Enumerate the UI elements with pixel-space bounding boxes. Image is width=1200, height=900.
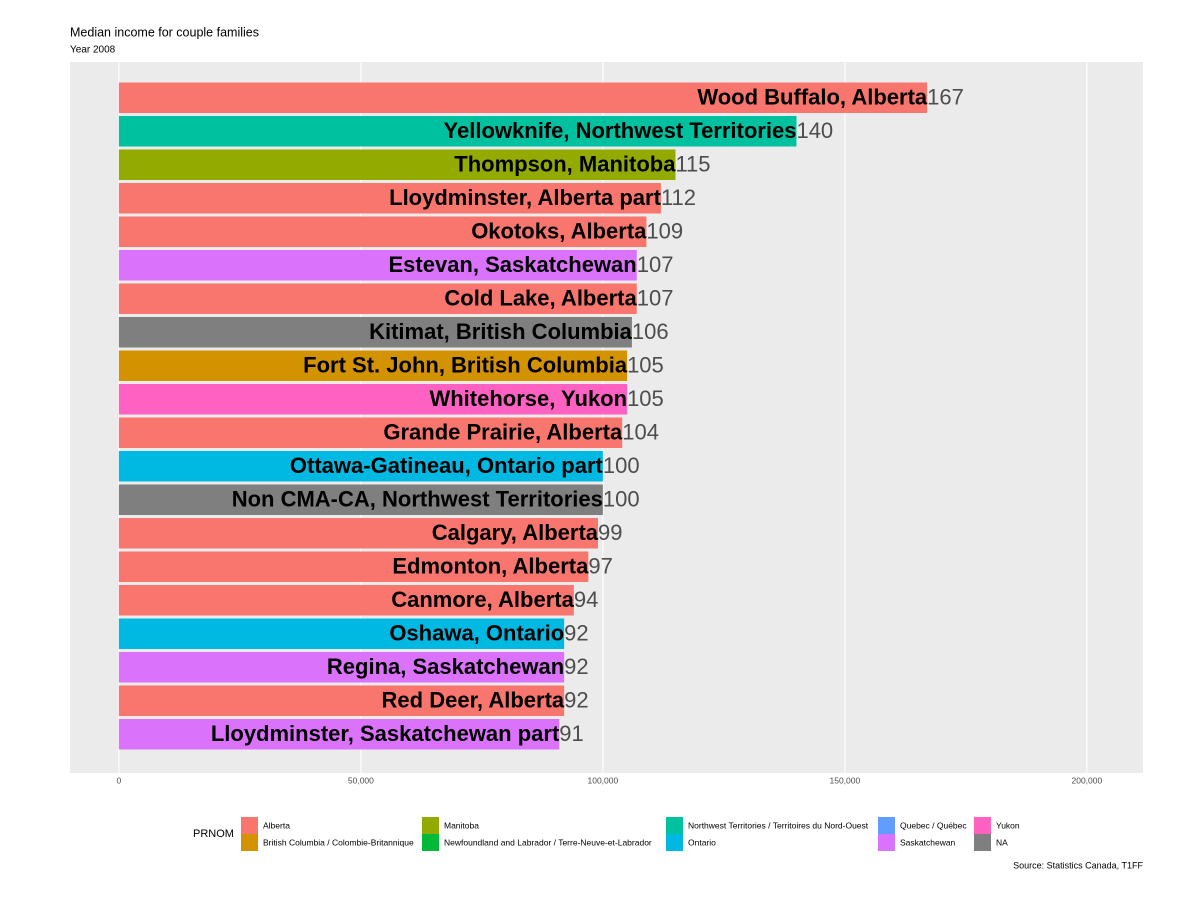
legend-label: Northwest Territories / Territoires du N… <box>688 820 869 830</box>
legend-label: Newfoundland and Labrador / Terre-Neuve-… <box>444 837 652 847</box>
bar <box>118 551 589 582</box>
chart-subtitle: Year 2008 <box>70 45 116 56</box>
bar <box>118 250 637 281</box>
value-label: 91 <box>559 721 583 746</box>
bar-category-label: Kitimat, British Columbia <box>369 319 633 344</box>
bar-category-label: Estevan, Saskatchewan <box>388 252 636 277</box>
legend-title: PRNOM <box>193 828 234 840</box>
bar-category-label: Oshawa, Ontario <box>389 621 564 646</box>
bar <box>118 216 647 247</box>
value-label: 105 <box>627 353 664 378</box>
bar <box>118 618 565 649</box>
bar <box>118 350 628 381</box>
x-tick-label: 0 <box>117 775 122 785</box>
value-label: 94 <box>574 587 598 612</box>
bar-category-label: Grande Prairie, Alberta <box>383 420 623 445</box>
legend-key <box>878 817 895 834</box>
bar <box>118 417 623 448</box>
x-tick-label: 50,000 <box>348 775 374 785</box>
caption: Source: Statistics Canada, T1FF <box>1013 860 1143 870</box>
x-tick-label: 200,000 <box>1071 775 1102 785</box>
bar <box>118 484 603 515</box>
legend-label: Manitoba <box>444 820 479 830</box>
legend-key <box>974 834 991 851</box>
bar <box>118 451 603 482</box>
legend-key <box>241 817 258 834</box>
value-label: 105 <box>627 386 664 411</box>
bar <box>118 183 661 214</box>
bar <box>118 283 637 314</box>
value-label: 92 <box>564 621 588 646</box>
bar <box>118 518 599 549</box>
bar-category-label: Red Deer, Alberta <box>382 688 565 713</box>
value-label: 106 <box>632 319 669 344</box>
value-label: 109 <box>646 219 683 244</box>
value-label: 100 <box>603 453 640 478</box>
value-label: 167 <box>927 85 964 110</box>
value-label: 92 <box>564 654 588 679</box>
x-tick-label: 100,000 <box>588 775 619 785</box>
legend-key <box>878 834 895 851</box>
bar-category-label: Lloydminster, Alberta part <box>389 185 661 210</box>
value-label: 99 <box>598 520 622 545</box>
value-label: 100 <box>603 487 640 512</box>
bar-category-label: Yellowknife, Northwest Territories <box>444 118 797 143</box>
bar-category-label: Ottawa-Gatineau, Ontario part <box>290 453 604 478</box>
bar-category-label: Okotoks, Alberta <box>471 219 647 244</box>
legend-label: Quebec / Québec <box>900 820 967 830</box>
legend-key <box>241 834 258 851</box>
bar-category-label: Fort St. John, British Columbia <box>303 353 628 378</box>
bar-category-label: Cold Lake, Alberta <box>444 286 637 311</box>
value-label: 140 <box>796 118 833 143</box>
x-tick-label: 150,000 <box>829 775 860 785</box>
bar-category-label: Thompson, Manitoba <box>454 152 676 177</box>
bar <box>118 719 560 750</box>
legend-key <box>422 834 439 851</box>
value-label: 112 <box>661 185 696 210</box>
value-label: 97 <box>588 554 612 579</box>
bar-category-label: Wood Buffalo, Alberta <box>697 85 928 110</box>
value-label: 104 <box>622 420 659 445</box>
value-label: 107 <box>637 252 674 277</box>
legend-label: British Columbia / Colombie-Britannique <box>263 837 414 847</box>
bar <box>118 82 928 113</box>
bar-category-label: Canmore, Alberta <box>391 587 574 612</box>
bar <box>118 317 632 348</box>
bar <box>118 685 565 716</box>
legend-label: Saskatchewan <box>900 837 956 847</box>
bar-category-label: Non CMA-CA, Northwest Territories <box>232 487 603 512</box>
bar-category-label: Regina, Saskatchewan <box>327 654 564 679</box>
bar <box>118 652 565 683</box>
legend-label: Yukon <box>996 820 1020 830</box>
bar-category-label: Whitehorse, Yukon <box>429 386 627 411</box>
bar <box>118 585 574 616</box>
legend-key <box>666 834 683 851</box>
bar <box>118 384 628 415</box>
legend-key <box>666 817 683 834</box>
bar-category-label: Calgary, Alberta <box>432 520 599 545</box>
bar <box>118 116 797 147</box>
bar-category-label: Edmonton, Alberta <box>392 554 589 579</box>
value-label: 92 <box>564 688 588 713</box>
bar-category-label: Lloydminster, Saskatchewan part <box>211 721 560 746</box>
legend-key <box>974 817 991 834</box>
legend-key <box>422 817 439 834</box>
legend-label: NA <box>996 837 1008 847</box>
legend-label: Ontario <box>688 837 716 847</box>
bar <box>118 149 676 180</box>
legend-label: Alberta <box>263 820 290 830</box>
value-label: 107 <box>637 286 674 311</box>
chart-title: Median income for couple families <box>70 25 259 39</box>
value-label: 115 <box>675 152 710 177</box>
